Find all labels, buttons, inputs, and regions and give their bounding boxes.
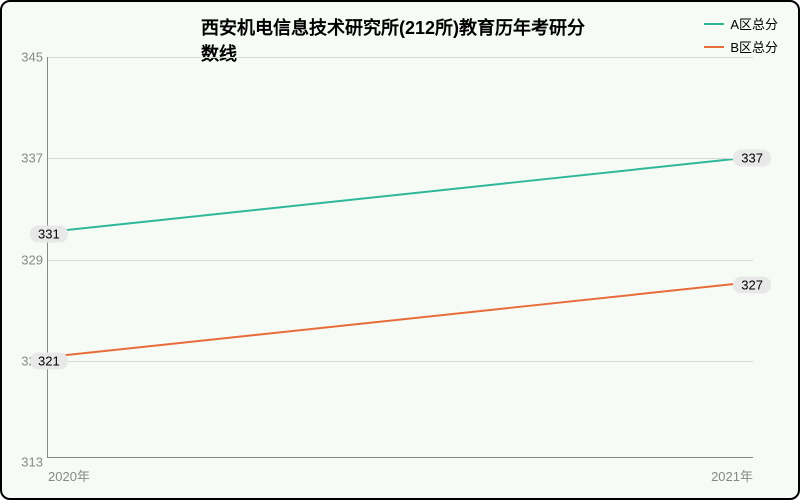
data-label: 337 <box>733 150 771 167</box>
chart-container: 西安机电信息技术研究所(212所)教育历年考研分数线 A区总分 B区总分 313… <box>0 0 800 500</box>
chart-lines-svg <box>48 57 753 457</box>
x-tick-label: 2020年 <box>48 466 90 485</box>
legend-label-b: B区总分 <box>730 37 778 56</box>
data-label: 331 <box>30 226 68 243</box>
x-tick-label: 2021年 <box>711 466 753 485</box>
gridline <box>48 158 753 159</box>
legend-swatch-a <box>704 23 724 25</box>
legend-swatch-b <box>704 46 724 48</box>
y-tick-label: 313 <box>8 455 43 470</box>
y-tick-label: 345 <box>8 50 43 65</box>
series-line <box>48 157 753 232</box>
plot-area: 3133213293373452020年2021年331337321327 <box>47 57 753 458</box>
data-label: 321 <box>30 352 68 369</box>
legend-item-b: B区总分 <box>704 37 778 56</box>
gridline <box>48 57 753 58</box>
series-line <box>48 282 753 357</box>
legend-item-a: A区总分 <box>704 14 778 33</box>
y-tick-label: 337 <box>8 151 43 166</box>
gridline <box>48 260 753 261</box>
legend: A区总分 B区总分 <box>704 14 778 60</box>
y-tick-label: 329 <box>8 252 43 267</box>
legend-label-a: A区总分 <box>730 14 778 33</box>
data-label: 327 <box>733 276 771 293</box>
gridline <box>48 361 753 362</box>
